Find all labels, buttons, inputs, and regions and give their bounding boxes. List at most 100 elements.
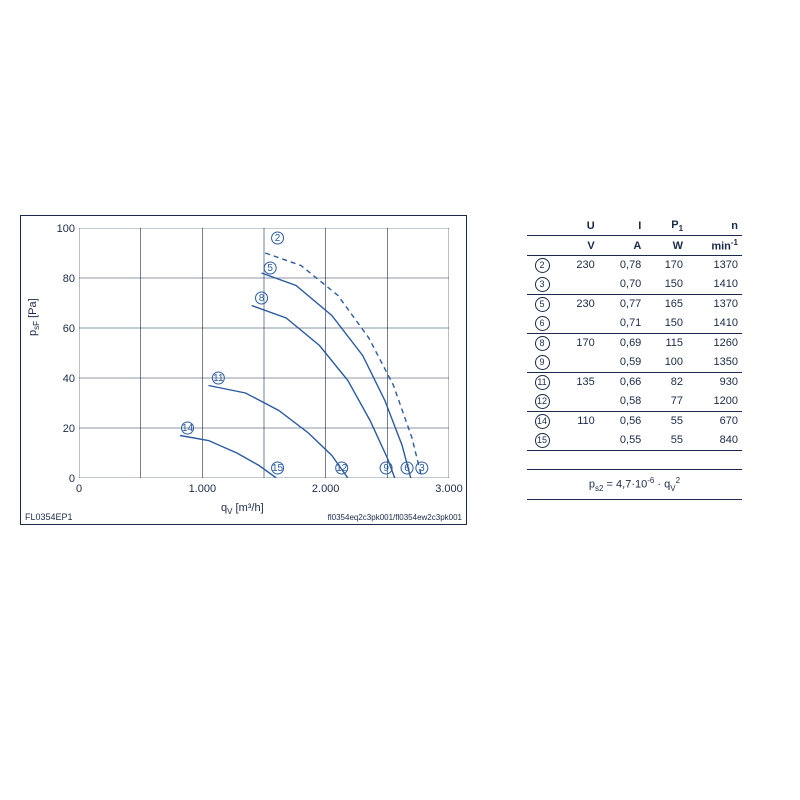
performance-chart: psF [Pa] qV [m³/h] FL0354EP1 fl0354eq2c3…	[20, 215, 467, 525]
cell-P: 150	[645, 275, 687, 295]
col-I: I	[599, 215, 646, 236]
cell-U: 170	[557, 333, 599, 353]
cell-n: 1410	[687, 275, 742, 295]
cell-I: 0,70	[599, 275, 646, 295]
row-id-badge: 3	[535, 277, 550, 292]
row-id-badge: 14	[535, 414, 550, 429]
svg-text:8: 8	[259, 293, 265, 304]
row-id-badge: 11	[535, 375, 550, 390]
cell-I: 0,55	[599, 431, 646, 451]
table-row: 9 0,591001350	[527, 353, 742, 373]
row-id-badge: 2	[535, 258, 550, 273]
chart-code-left: FL0354EP1	[25, 512, 73, 522]
cell-I: 0,78	[599, 255, 646, 275]
cell-U	[557, 431, 599, 451]
x-axis-label: qV [m³/h]	[221, 502, 264, 516]
svg-text:80: 80	[63, 273, 75, 285]
cell-U: 230	[557, 294, 599, 314]
svg-text:60: 60	[63, 323, 75, 335]
svg-text:40: 40	[63, 373, 75, 385]
cell-U	[557, 392, 599, 412]
svg-text:1.000: 1.000	[189, 483, 217, 495]
cell-I: 0,69	[599, 333, 646, 353]
cell-U: 135	[557, 372, 599, 392]
svg-text:20: 20	[63, 423, 75, 435]
row-id-badge: 15	[535, 433, 550, 448]
y-tick-labels: 020406080100	[47, 228, 77, 478]
table-row: 141100,5655670	[527, 411, 742, 431]
cell-n: 1260	[687, 333, 742, 353]
table-header-symbols: U I P1 n	[527, 215, 742, 236]
svg-text:15: 15	[272, 463, 284, 474]
unit-V: V	[557, 236, 599, 256]
cell-U	[557, 314, 599, 334]
unit-min: min-1	[687, 236, 742, 256]
table-row: 12 0,58771200	[527, 392, 742, 412]
cell-U: 110	[557, 411, 599, 431]
col-P: P1	[645, 215, 687, 236]
cell-n: 1370	[687, 255, 742, 275]
svg-text:3: 3	[419, 463, 425, 474]
svg-text:0: 0	[76, 483, 82, 495]
cell-n: 1350	[687, 353, 742, 373]
svg-text:100: 100	[57, 223, 75, 235]
svg-text:3.000: 3.000	[435, 483, 463, 495]
cell-P: 115	[645, 333, 687, 353]
plot-svg: 2 5 8 11 14 36 9 12 15	[79, 228, 449, 478]
cell-I: 0,66	[599, 372, 646, 392]
cell-n: 1410	[687, 314, 742, 334]
cell-n: 930	[687, 372, 742, 392]
table-row: 5 2300,771651370	[527, 294, 742, 314]
table-row: 6 0,711501410	[527, 314, 742, 334]
y-axis-label: psF [Pa]	[27, 298, 41, 336]
cell-I: 0,77	[599, 294, 646, 314]
table-row: 8 1700,691151260	[527, 333, 742, 353]
cell-P: 82	[645, 372, 687, 392]
cell-I: 0,58	[599, 392, 646, 412]
cell-n: 1370	[687, 294, 742, 314]
row-id-badge: 8	[535, 336, 550, 351]
page: psF [Pa] qV [m³/h] FL0354EP1 fl0354eq2c3…	[20, 215, 780, 525]
unit-W: W	[645, 236, 687, 256]
x-tick-labels: 01.0002.0003.000	[79, 480, 449, 496]
table-row: 2 2300,781701370	[527, 255, 742, 275]
col-U: U	[557, 215, 599, 236]
table-row: 11 1350,6682930	[527, 372, 742, 392]
cell-P: 100	[645, 353, 687, 373]
table-row: 15 0,5555840	[527, 431, 742, 451]
cell-n: 670	[687, 411, 742, 431]
cell-P: 150	[645, 314, 687, 334]
svg-text:14: 14	[182, 423, 194, 434]
svg-text:9: 9	[383, 463, 389, 474]
table-row: 3 0,701501410	[527, 275, 742, 295]
unit-A: A	[599, 236, 646, 256]
col-n: n	[687, 215, 742, 236]
cell-U	[557, 353, 599, 373]
cell-n: 840	[687, 431, 742, 451]
cell-P: 55	[645, 431, 687, 451]
svg-text:2.000: 2.000	[312, 483, 340, 495]
svg-text:6: 6	[404, 463, 410, 474]
row-id-badge: 6	[535, 316, 550, 331]
svg-text:0: 0	[69, 473, 75, 485]
cell-I: 0,59	[599, 353, 646, 373]
row-id-badge: 12	[535, 394, 550, 409]
cell-I: 0,71	[599, 314, 646, 334]
row-id-badge: 5	[535, 297, 550, 312]
cell-U: 230	[557, 255, 599, 275]
row-id-badge: 9	[535, 355, 550, 370]
svg-text:12: 12	[336, 463, 348, 474]
svg-text:5: 5	[267, 263, 273, 274]
formula: ps2 = 4,7·10-6 · qV2	[527, 469, 742, 500]
svg-text:2: 2	[275, 233, 281, 244]
cell-P: 77	[645, 392, 687, 412]
cell-P: 55	[645, 411, 687, 431]
cell-P: 170	[645, 255, 687, 275]
cell-P: 165	[645, 294, 687, 314]
data-table-panel: U I P1 n V A W min-1 22300,78170137030,7…	[527, 215, 742, 525]
spec-table: U I P1 n V A W min-1 22300,78170137030,7…	[527, 215, 742, 451]
cell-U	[557, 275, 599, 295]
svg-text:11: 11	[213, 373, 224, 384]
cell-n: 1200	[687, 392, 742, 412]
chart-code-right: fl0354eq2c3pk001/fl0354ew2c3pk001	[328, 513, 462, 522]
